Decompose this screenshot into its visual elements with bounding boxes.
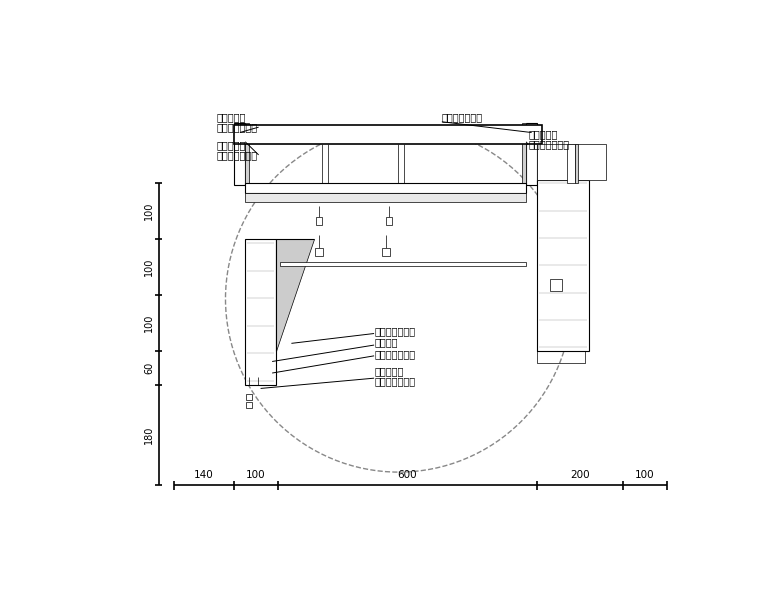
Text: 纸面石膏板: 纸面石膏板 bbox=[217, 112, 245, 122]
Bar bbox=[315, 248, 323, 256]
Bar bbox=[537, 179, 589, 351]
Text: 纸面石膏板: 纸面石膏板 bbox=[374, 366, 404, 376]
Bar bbox=[245, 184, 526, 193]
Text: 石膏顶棚线: 石膏顶棚线 bbox=[217, 140, 245, 150]
Text: 100: 100 bbox=[144, 258, 154, 277]
Bar bbox=[522, 123, 526, 185]
Text: 白色乳胶漆饰面: 白色乳胶漆饰面 bbox=[217, 150, 258, 160]
Text: 60: 60 bbox=[144, 362, 154, 374]
Text: 100: 100 bbox=[246, 470, 266, 480]
Text: 白色乳胶漆饰面: 白色乳胶漆饰面 bbox=[528, 140, 569, 149]
Bar bbox=[322, 144, 328, 184]
Bar bbox=[397, 144, 404, 184]
Bar bbox=[382, 248, 390, 256]
Bar bbox=[550, 279, 562, 291]
Text: 白色乳胶漆饰面: 白色乳胶漆饰面 bbox=[374, 349, 415, 359]
Text: 石膏顶棚线: 石膏顶棚线 bbox=[528, 129, 558, 140]
Text: 木龙骨防火处理: 木龙骨防火处理 bbox=[442, 112, 483, 122]
Text: 白色乳胶漆饰面: 白色乳胶漆饰面 bbox=[374, 376, 415, 386]
Text: 600: 600 bbox=[397, 470, 417, 480]
Bar bbox=[316, 217, 322, 225]
Bar bbox=[234, 125, 543, 144]
Text: 实木线条: 实木线条 bbox=[374, 338, 397, 347]
Bar bbox=[234, 123, 245, 185]
Bar bbox=[280, 262, 526, 266]
Text: 白色乳胶漆饰面: 白色乳胶漆饰面 bbox=[217, 122, 258, 132]
Text: 200: 200 bbox=[571, 470, 590, 480]
Text: 100: 100 bbox=[635, 470, 655, 480]
Bar bbox=[526, 123, 537, 185]
Bar bbox=[245, 193, 526, 202]
Bar bbox=[537, 144, 606, 179]
Text: 木龙骨防火处理: 木龙骨防火处理 bbox=[374, 326, 415, 336]
Bar bbox=[385, 217, 392, 225]
Polygon shape bbox=[276, 239, 315, 351]
Bar bbox=[246, 402, 252, 408]
Bar bbox=[567, 144, 575, 184]
Text: 180: 180 bbox=[144, 426, 154, 444]
Bar bbox=[246, 394, 252, 400]
Text: 100: 100 bbox=[144, 314, 154, 332]
Text: 140: 140 bbox=[195, 470, 214, 480]
Bar bbox=[575, 144, 578, 184]
Bar bbox=[245, 239, 276, 385]
Bar bbox=[245, 123, 249, 185]
Text: 100: 100 bbox=[144, 202, 154, 220]
